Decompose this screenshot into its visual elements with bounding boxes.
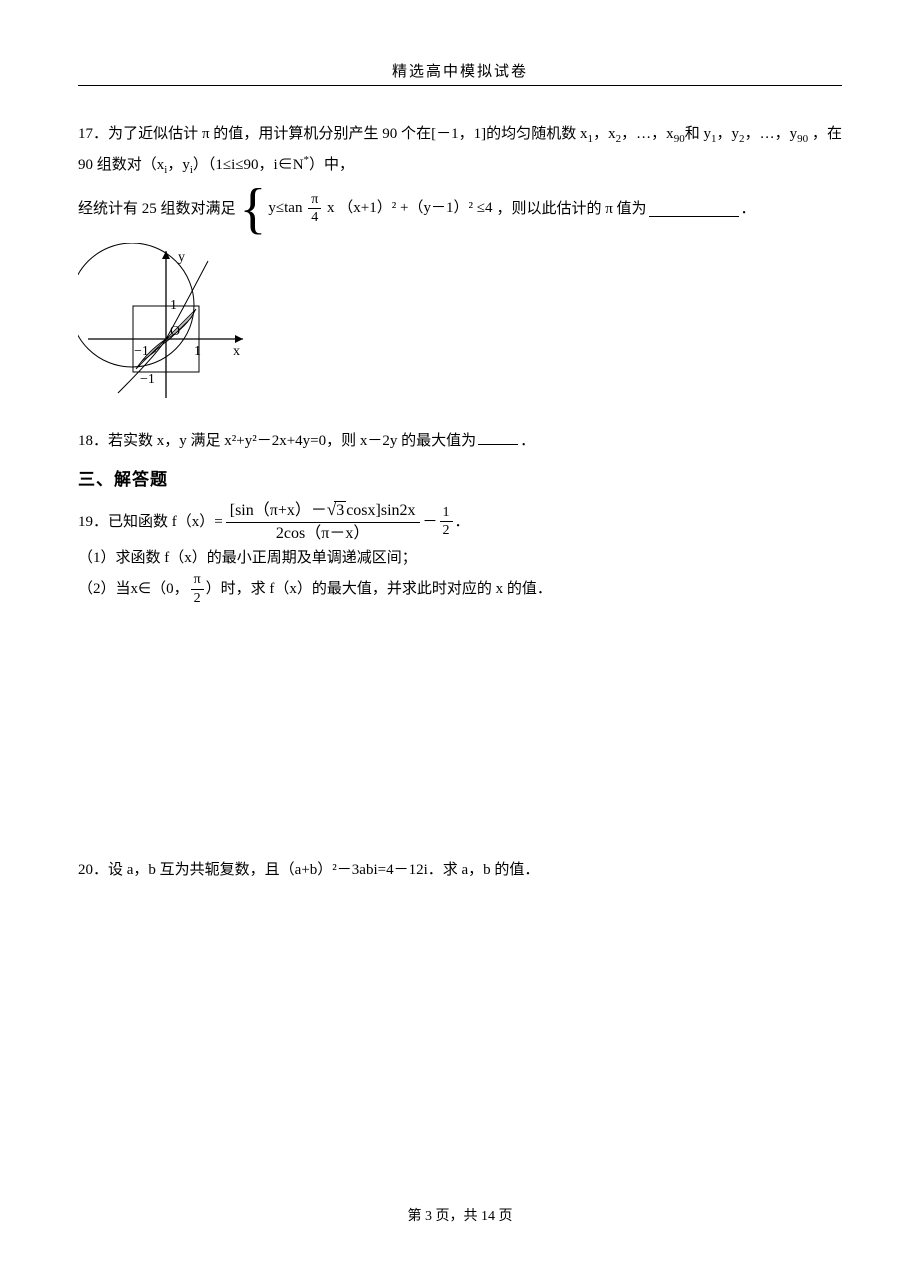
q17-figure: y x O 1 1 −1 −1	[78, 243, 842, 414]
q19-p2: （2）当 x∈（0， π 2 ）时，求 f（x）的最大值，并求此时对应的 x 的…	[78, 572, 842, 606]
q19-p2-in: x∈（0，	[131, 575, 189, 604]
tick-y1: 1	[170, 298, 177, 313]
q20-number: 20．	[78, 862, 108, 878]
q17-blank	[649, 201, 739, 217]
tan-curve	[118, 261, 208, 393]
q18-number: 18．	[78, 433, 108, 449]
q20: 20．设 a，b 互为共轭复数，且（a+b）²－3abi=4－12i．求 a，b…	[78, 856, 842, 885]
sys-r1-tail: x	[327, 200, 335, 216]
sys-r1-num: π	[308, 192, 321, 209]
brace-row1: y≤tan π 4 x	[268, 198, 338, 218]
page: 精选高中模拟试卷 17．为了近似估计 π 的值，用计算机分别产生 90 个在[－…	[0, 0, 920, 1273]
q19-text-a: 已知函数 f（x）=	[108, 508, 223, 537]
sys-r1-lhs: y≤tan	[268, 200, 302, 216]
q17-text-a: 为了近似估计 π 的值，用计算机分别产生 90 个在[－1，1]的均匀随机数 x	[108, 126, 588, 142]
tick-xneg1: −1	[134, 344, 149, 359]
q19-num-p2: cosx]sin2x	[346, 502, 415, 519]
q19-den: 2cos（π－x）	[226, 523, 420, 543]
q17-suby2: 2	[739, 133, 745, 145]
q19-workspace	[78, 606, 842, 856]
q17-number: 17．	[78, 126, 108, 142]
q19-p2-num: π	[191, 572, 204, 589]
sqrt-icon: √3	[327, 500, 346, 520]
q17-line2: 经统计有 25 组数对满足 { y≤tan π 4 x （x+1）² +（y－1…	[78, 181, 842, 237]
origin-label: O	[170, 324, 180, 339]
x-arrow-icon	[235, 335, 243, 343]
tick-yneg1: −1	[140, 372, 155, 387]
q19-p2-a: （2）当	[78, 575, 131, 604]
q19-half: 1 2	[440, 505, 453, 539]
q19-big-frac: [sin（π+x）－√3cosx]sin2x 2cos（π－x）	[226, 500, 420, 544]
x-label: x	[233, 344, 240, 359]
q18-text: 若实数 x，y 满足 x²+y²－2x+4y=0，则 x－2y 的最大值为	[108, 433, 476, 449]
footer-mid: 页，共	[432, 1209, 481, 1224]
q19-sqrt-val: 3	[334, 501, 346, 519]
q19-half-num: 1	[440, 505, 453, 522]
q19-period: ．	[455, 508, 470, 537]
q17-sub2: 2	[616, 133, 622, 145]
footer-total: 14	[481, 1209, 495, 1224]
y-label: y	[178, 250, 185, 265]
q17-suby1: 1	[711, 133, 717, 145]
q19-minus: －	[423, 508, 438, 537]
content: 17．为了近似估计 π 的值，用计算机分别产生 90 个在[－1，1]的均匀随机…	[78, 120, 842, 885]
q20-text: 设 a，b 互为共轭复数，且（a+b）²－3abi=4－12i．求 a，b 的值…	[108, 862, 539, 878]
q18: 18．若实数 x，y 满足 x²+y²－2x+4y=0，则 x－2y 的最大值为…	[78, 427, 842, 456]
q17-text-a-tail: 和 y	[685, 126, 711, 142]
q19-p2-frac: π 2	[191, 572, 204, 606]
q19-p2-den: 2	[191, 590, 204, 606]
sys-r1-frac: π 4	[308, 192, 321, 226]
q17-brace-system: { y≤tan π 4 x （x+1）² +（y－1）² ≤4	[240, 181, 493, 237]
footer-prefix: 第	[408, 1209, 426, 1224]
footer-suffix: 页	[495, 1209, 513, 1224]
brace-content: y≤tan π 4 x （x+1）² +（y－1）² ≤4	[268, 192, 492, 226]
q19-half-den: 2	[440, 522, 453, 538]
q17-sub90: 90	[674, 133, 685, 145]
q17-period: ．	[741, 195, 756, 224]
q17-text-b-mid: ，y	[167, 157, 190, 173]
tick-x1: 1	[194, 344, 201, 359]
q19-num-p1: [sin（π+x）－	[230, 502, 327, 519]
q17-text-b-end: ）（1≤i≤90，i∈N	[193, 157, 304, 173]
footer: 第 3 页，共 14 页	[0, 1205, 920, 1225]
q19-num: [sin（π+x）－√3cosx]sin2x	[226, 500, 420, 523]
q17-line1: 17．为了近似估计 π 的值，用计算机分别产生 90 个在[－1，1]的均匀随机…	[78, 120, 842, 181]
q19-p1: （1）求函数 f（x）的最小正周期及单调递减区间；	[78, 544, 842, 573]
q19-stem: 19． 已知函数 f（x）= [sin（π+x）－√3cosx]sin2x 2c…	[78, 500, 842, 544]
q18-period: ．	[520, 433, 535, 449]
q19-number: 19．	[78, 508, 108, 537]
header-rule	[78, 85, 842, 86]
q18-blank	[478, 429, 518, 445]
q17-line2-prefix: 经统计有 25 组数对满足	[78, 195, 236, 224]
left-brace-icon: {	[240, 181, 267, 237]
brace-row2: （x+1）² +（y－1）² ≤4	[338, 198, 492, 218]
sys-r1-den: 4	[308, 209, 321, 225]
section3-heading: 三、解答题	[78, 464, 842, 496]
q17-line2-tail: ，则以此估计的 π 值为	[496, 195, 646, 224]
q17-text-b-end2: ）中，	[309, 157, 354, 173]
footer-page: 3	[425, 1209, 432, 1224]
q17-sub1: 1	[588, 133, 594, 145]
q17-svg: y x O 1 1 −1 −1	[78, 243, 248, 403]
q19-p2-b: ）时，求 f（x）的最大值，并求此时对应的 x 的值．	[206, 575, 552, 604]
q17-suby90: 90	[797, 133, 808, 145]
header-title: 精选高中模拟试卷	[78, 60, 842, 81]
